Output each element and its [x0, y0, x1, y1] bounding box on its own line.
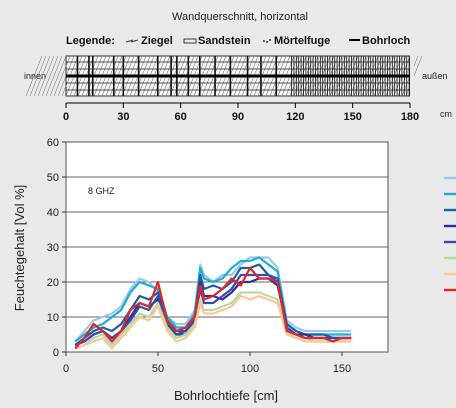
wall-side-inner: innen: [24, 71, 46, 81]
legend-bohrloch: Bohrloch: [362, 35, 411, 47]
grid: [66, 176, 388, 318]
legend-ziegel-swatch: [125, 39, 139, 43]
legend-moertelfuge: Mörtelfuge: [274, 35, 330, 47]
series-line-1: [74, 256, 352, 343]
legend-sandstein: Sandstein: [198, 35, 251, 47]
y-tick-label: 40: [47, 207, 59, 219]
legend-sandstein-swatch: [183, 38, 197, 44]
y-tick-label: 0: [53, 347, 59, 359]
x-tick-label: 50: [152, 363, 164, 375]
x-axis: 0 50 100 150: [63, 352, 351, 375]
wall-tick-label: 180: [401, 111, 419, 123]
series-lines: [74, 256, 352, 350]
x-tick-label: 0: [63, 363, 69, 375]
y-tick-label: 10: [47, 312, 59, 324]
x-axis-label: Bohrlochtiefe [cm]: [174, 388, 278, 403]
x-tick-label: 100: [241, 363, 259, 375]
frequency-annotation: 8 GHZ: [88, 186, 115, 196]
wall-title: Wandquerschnitt, horizontal: [172, 11, 308, 23]
y-axis-label: Feuchtegehalt [Vol %]: [12, 185, 27, 311]
series-line-7: [74, 294, 352, 350]
y-tick-label: 60: [47, 137, 59, 149]
series-line-8: [74, 266, 352, 350]
y-axis: 0 10 20 30 40 50 60: [47, 137, 66, 359]
wall-axis: 0 30 60 90 120 150 180: [63, 102, 419, 123]
wall-cross-section: [25, 55, 423, 97]
legend-ziegel: Ziegel: [141, 35, 173, 47]
wall-tick-label: 0: [63, 111, 69, 123]
legend-moertelfuge-swatch: [263, 39, 271, 43]
wall-tick-label: 60: [175, 111, 187, 123]
x-tick-label: 150: [333, 363, 351, 375]
wall-tick-label: 30: [117, 111, 129, 123]
wall-side-outer: außen: [422, 71, 448, 81]
wall-tick-label: 150: [343, 111, 361, 123]
wall-tick-label: 120: [286, 111, 304, 123]
y-tick-label: 30: [47, 242, 59, 254]
wall-legend: Legende: Ziegel Sandstein Mörtelfuge Boh…: [66, 35, 411, 47]
legend-heading: Legende:: [66, 35, 115, 47]
series-legend: [444, 176, 456, 292]
y-tick-label: 20: [47, 277, 59, 289]
y-tick-label: 50: [47, 172, 59, 184]
wall-tick-label: 90: [232, 111, 244, 123]
wall-axis-unit: cm: [440, 109, 452, 119]
